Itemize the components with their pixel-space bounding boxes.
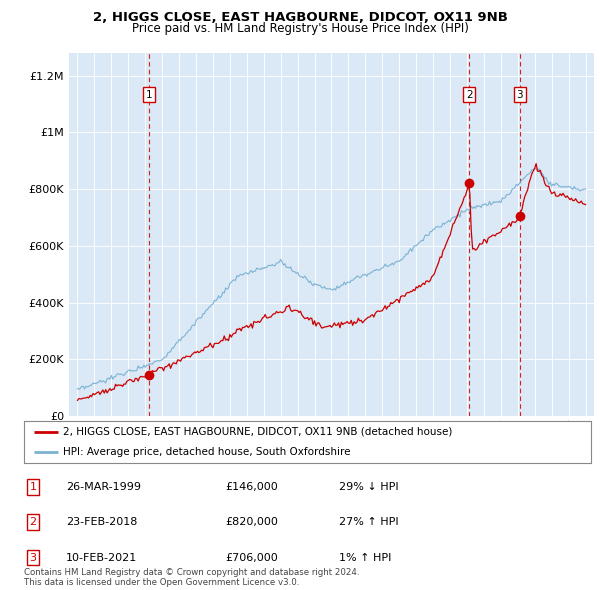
Text: £706,000: £706,000 bbox=[225, 553, 278, 562]
Text: 1: 1 bbox=[146, 90, 152, 100]
Text: £820,000: £820,000 bbox=[225, 517, 278, 527]
Text: 10-FEB-2021: 10-FEB-2021 bbox=[66, 553, 137, 562]
Text: 2: 2 bbox=[29, 517, 37, 527]
Text: 3: 3 bbox=[517, 90, 523, 100]
Text: 26-MAR-1999: 26-MAR-1999 bbox=[66, 482, 141, 491]
Text: 27% ↑ HPI: 27% ↑ HPI bbox=[339, 517, 398, 527]
Text: 3: 3 bbox=[29, 553, 37, 562]
Text: 1% ↑ HPI: 1% ↑ HPI bbox=[339, 553, 391, 562]
Text: 1: 1 bbox=[29, 482, 37, 491]
Text: 23-FEB-2018: 23-FEB-2018 bbox=[66, 517, 137, 527]
Text: 2, HIGGS CLOSE, EAST HAGBOURNE, DIDCOT, OX11 9NB (detached house): 2, HIGGS CLOSE, EAST HAGBOURNE, DIDCOT, … bbox=[62, 427, 452, 437]
Text: 2: 2 bbox=[466, 90, 473, 100]
Text: HPI: Average price, detached house, South Oxfordshire: HPI: Average price, detached house, Sout… bbox=[62, 447, 350, 457]
Text: £146,000: £146,000 bbox=[225, 482, 278, 491]
Text: 2, HIGGS CLOSE, EAST HAGBOURNE, DIDCOT, OX11 9NB: 2, HIGGS CLOSE, EAST HAGBOURNE, DIDCOT, … bbox=[92, 11, 508, 24]
Text: Contains HM Land Registry data © Crown copyright and database right 2024.
This d: Contains HM Land Registry data © Crown c… bbox=[24, 568, 359, 587]
Text: 29% ↓ HPI: 29% ↓ HPI bbox=[339, 482, 398, 491]
Text: Price paid vs. HM Land Registry's House Price Index (HPI): Price paid vs. HM Land Registry's House … bbox=[131, 22, 469, 35]
